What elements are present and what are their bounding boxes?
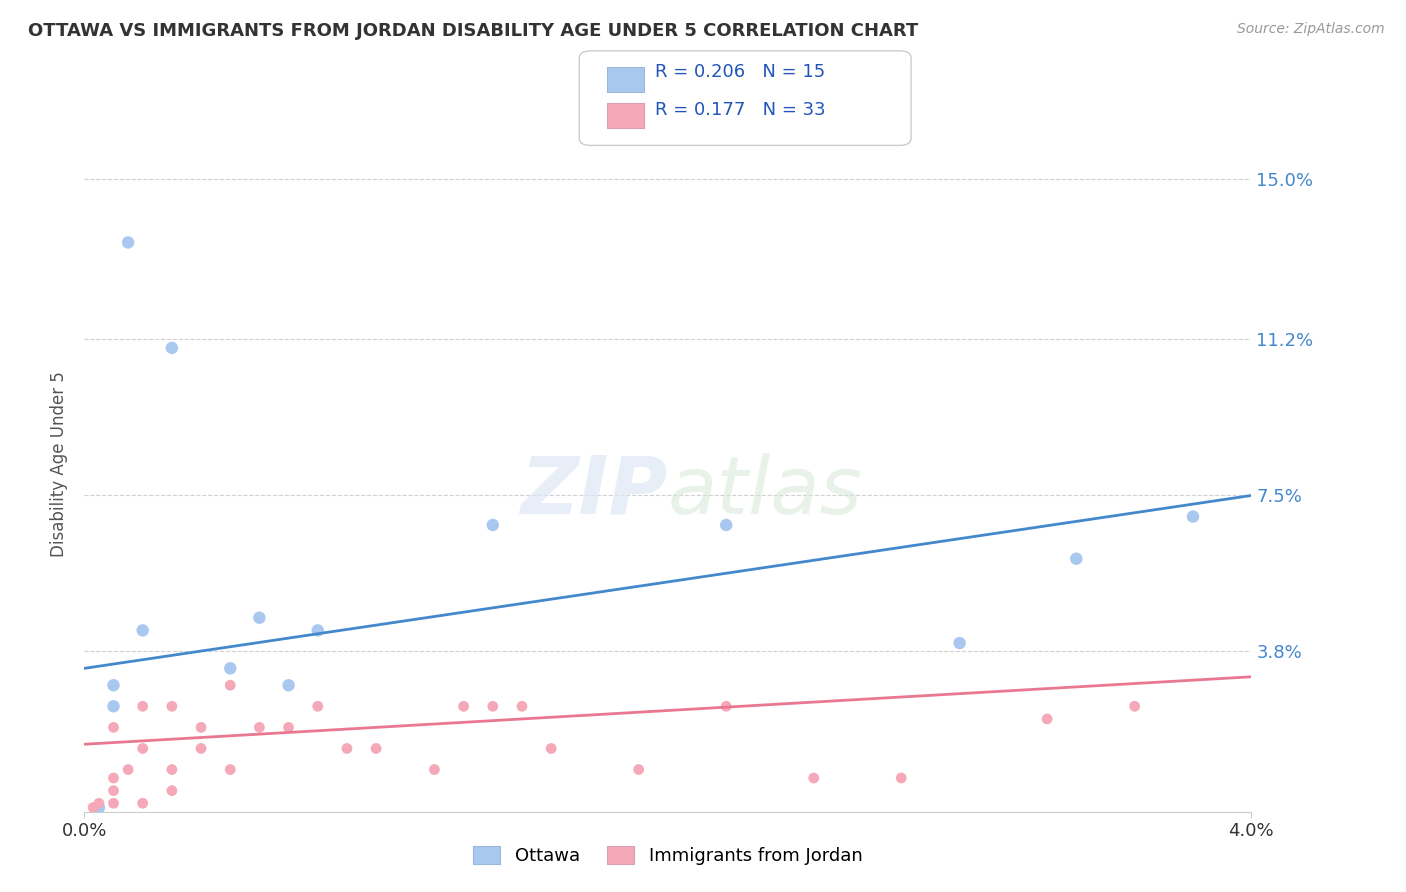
Point xyxy=(540,741,562,756)
Point xyxy=(117,235,139,250)
Text: R = 0.177   N = 33: R = 0.177 N = 33 xyxy=(655,101,825,119)
Point xyxy=(160,341,183,355)
Text: Source: ZipAtlas.com: Source: ZipAtlas.com xyxy=(1237,22,1385,37)
Text: ZIP: ZIP xyxy=(520,452,668,531)
Point xyxy=(714,699,737,714)
Point xyxy=(481,699,505,714)
Point xyxy=(481,518,505,533)
Point xyxy=(103,797,125,811)
Point xyxy=(103,771,125,785)
Point xyxy=(423,763,446,777)
Point xyxy=(1036,712,1059,726)
Text: R = 0.206   N = 15: R = 0.206 N = 15 xyxy=(655,63,825,81)
Point xyxy=(949,636,972,650)
Point xyxy=(366,741,388,756)
Point xyxy=(219,661,242,675)
Point xyxy=(87,797,110,811)
Point xyxy=(1123,699,1146,714)
Point xyxy=(103,783,125,797)
Point xyxy=(510,699,533,714)
Point xyxy=(249,611,271,625)
Point xyxy=(190,741,212,756)
Legend: Ottawa, Immigrants from Jordan: Ottawa, Immigrants from Jordan xyxy=(467,838,869,872)
Point xyxy=(132,797,155,811)
Point xyxy=(453,699,475,714)
Text: atlas: atlas xyxy=(668,452,863,531)
Point xyxy=(1181,509,1204,524)
Point xyxy=(132,624,155,638)
Point xyxy=(87,800,110,814)
Point xyxy=(714,518,737,533)
Point xyxy=(132,741,155,756)
Point xyxy=(82,800,104,814)
Point xyxy=(627,763,650,777)
Point xyxy=(117,763,139,777)
Point xyxy=(307,624,329,638)
Point xyxy=(277,720,299,734)
Point xyxy=(132,699,155,714)
Text: OTTAWA VS IMMIGRANTS FROM JORDAN DISABILITY AGE UNDER 5 CORRELATION CHART: OTTAWA VS IMMIGRANTS FROM JORDAN DISABIL… xyxy=(28,22,918,40)
Point xyxy=(103,678,125,692)
Point xyxy=(160,783,183,797)
Point xyxy=(219,763,242,777)
Point xyxy=(190,720,212,734)
Point xyxy=(249,720,271,734)
Point xyxy=(160,763,183,777)
Point xyxy=(1066,551,1088,566)
Point xyxy=(336,741,359,756)
Point xyxy=(307,699,329,714)
Y-axis label: Disability Age Under 5: Disability Age Under 5 xyxy=(51,371,69,557)
Point xyxy=(103,720,125,734)
Point xyxy=(803,771,825,785)
Point xyxy=(890,771,912,785)
Point xyxy=(219,678,242,692)
Point xyxy=(160,699,183,714)
Point xyxy=(103,699,125,714)
Point xyxy=(277,678,299,692)
